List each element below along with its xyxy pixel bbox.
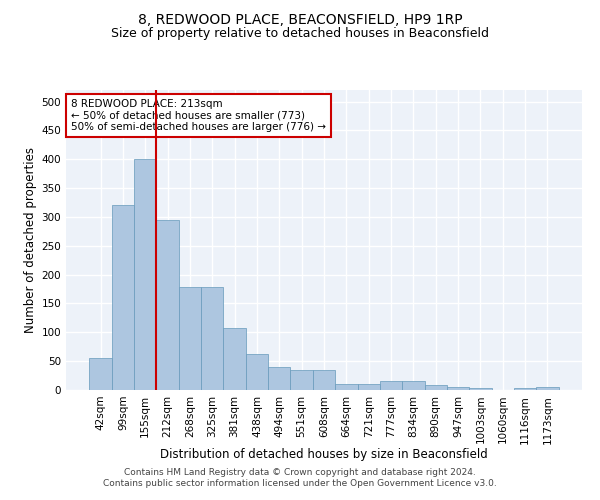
Bar (246, 354, 268, 390)
Bar (425, 386, 447, 390)
Bar (290, 370, 313, 390)
Text: Contains HM Land Registry data © Crown copyright and database right 2024.
Contai: Contains HM Land Registry data © Crown c… (103, 468, 497, 487)
Bar (134, 159, 157, 390)
Bar (179, 288, 201, 390)
Bar (112, 206, 134, 390)
Bar (358, 384, 380, 390)
X-axis label: Distribution of detached houses by size in Beaconsfield: Distribution of detached houses by size … (160, 448, 488, 461)
Bar (313, 370, 335, 390)
Bar (201, 288, 223, 390)
Text: 8 REDWOOD PLACE: 213sqm
← 50% of detached houses are smaller (773)
50% of semi-d: 8 REDWOOD PLACE: 213sqm ← 50% of detache… (71, 99, 326, 132)
Text: 8, REDWOOD PLACE, BEACONSFIELD, HP9 1RP: 8, REDWOOD PLACE, BEACONSFIELD, HP9 1RP (137, 12, 463, 26)
Bar (402, 382, 425, 390)
Text: Size of property relative to detached houses in Beaconsfield: Size of property relative to detached ho… (111, 28, 489, 40)
Bar (447, 387, 469, 390)
Bar (223, 328, 246, 390)
Bar (335, 384, 358, 390)
Bar (380, 382, 402, 390)
Bar (268, 367, 290, 390)
Bar (536, 387, 559, 390)
Bar (157, 220, 179, 390)
Bar (469, 388, 491, 390)
Bar (89, 358, 112, 390)
Bar (514, 388, 536, 390)
Y-axis label: Number of detached properties: Number of detached properties (24, 147, 37, 333)
